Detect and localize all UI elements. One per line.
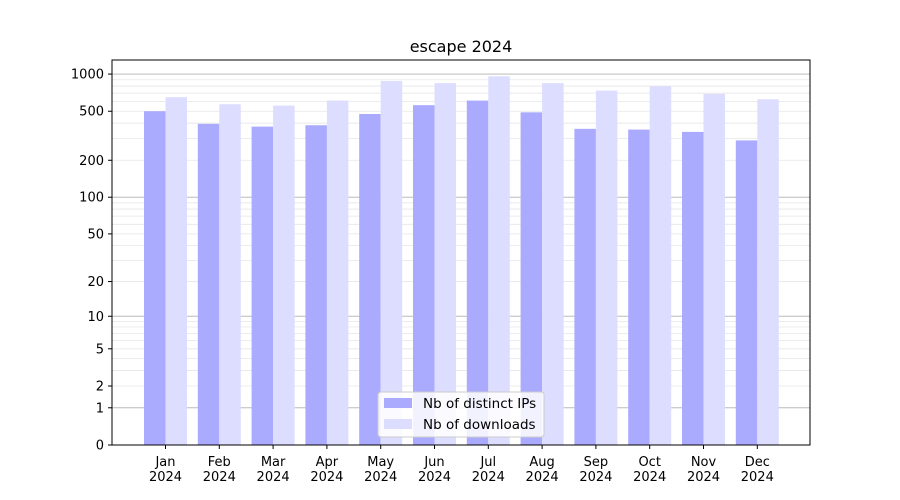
x-tick-label: Aug 2024 — [526, 455, 559, 485]
bar-downloads — [542, 83, 564, 446]
y-tick-label: 200 — [79, 154, 104, 169]
bar-ips — [144, 111, 166, 446]
bar-downloads — [649, 86, 672, 445]
bar-downloads — [165, 97, 187, 445]
x-tick-label: Feb 2024 — [203, 455, 236, 485]
y-tick-label: 500 — [79, 105, 104, 120]
legend-entry: Nb of downloads — [423, 417, 536, 433]
x-tick-label: Jan 2024 — [149, 455, 182, 485]
bar-downloads — [757, 99, 779, 446]
x-tick-label: Nov 2024 — [687, 455, 720, 485]
plot-frame — [111, 59, 811, 446]
y-axis: 0 1 2 5 10 20 50 100 200 500 1000 — [71, 68, 112, 454]
bar-ips — [197, 123, 220, 445]
y-tick-label: 100 — [79, 191, 104, 206]
legend-swatch — [384, 398, 412, 408]
bar-downloads — [434, 83, 456, 446]
x-tick-label: Jul 2024 — [472, 455, 505, 485]
bar-ips — [251, 126, 274, 445]
y-tick-label: 10 — [87, 310, 104, 325]
x-tick-label: Jun 2024 — [418, 455, 451, 485]
y-tick-label: 20 — [87, 275, 104, 290]
legend-box — [377, 391, 545, 438]
x-tick-label: Apr 2024 — [310, 455, 343, 485]
bar-downloads — [488, 76, 510, 445]
x-axis: Jan 2024 Feb 2024 Mar 2024 Apr 2024 May 2024 Jun 20… — [149, 445, 774, 485]
bar-ips — [735, 140, 758, 445]
x-tick-label: Oct 2024 — [633, 455, 666, 485]
legend-swatch — [384, 419, 412, 429]
x-tick-label: Mar 2024 — [257, 455, 290, 485]
bar-downloads — [595, 90, 618, 445]
bar-ips — [305, 125, 327, 446]
bar-downloads — [380, 80, 403, 445]
legend-entry: Nb of distinct IPs — [423, 396, 536, 412]
bar-downloads — [273, 105, 295, 445]
y-tick-label: 1000 — [71, 68, 104, 83]
x-tick-label: Sep 2024 — [579, 455, 612, 485]
y-tick-label: 5 — [96, 342, 104, 357]
y-tick-label: 50 — [87, 227, 104, 242]
bar-ips — [682, 131, 704, 445]
x-tick-label: May 2024 — [364, 455, 397, 485]
bars — [144, 76, 779, 446]
y-tick-label: 1 — [96, 401, 104, 416]
y-tick-label: 0 — [96, 439, 104, 454]
bar-ips — [628, 129, 650, 445]
bar-downloads — [703, 93, 725, 445]
y-tick-label: 2 — [96, 380, 104, 395]
bar-ips — [574, 128, 596, 445]
bar-downloads — [219, 104, 241, 445]
bar-ips — [359, 113, 381, 445]
bar-ips — [466, 100, 489, 446]
chart-title: escape 2024 — [410, 37, 513, 56]
bar-ips — [413, 105, 435, 446]
x-tick-label: Dec 2024 — [741, 455, 774, 485]
bar-ips — [520, 112, 543, 446]
legend: Nb of distinct IPs Nb of downloads — [377, 391, 545, 438]
bar-downloads — [326, 100, 349, 446]
